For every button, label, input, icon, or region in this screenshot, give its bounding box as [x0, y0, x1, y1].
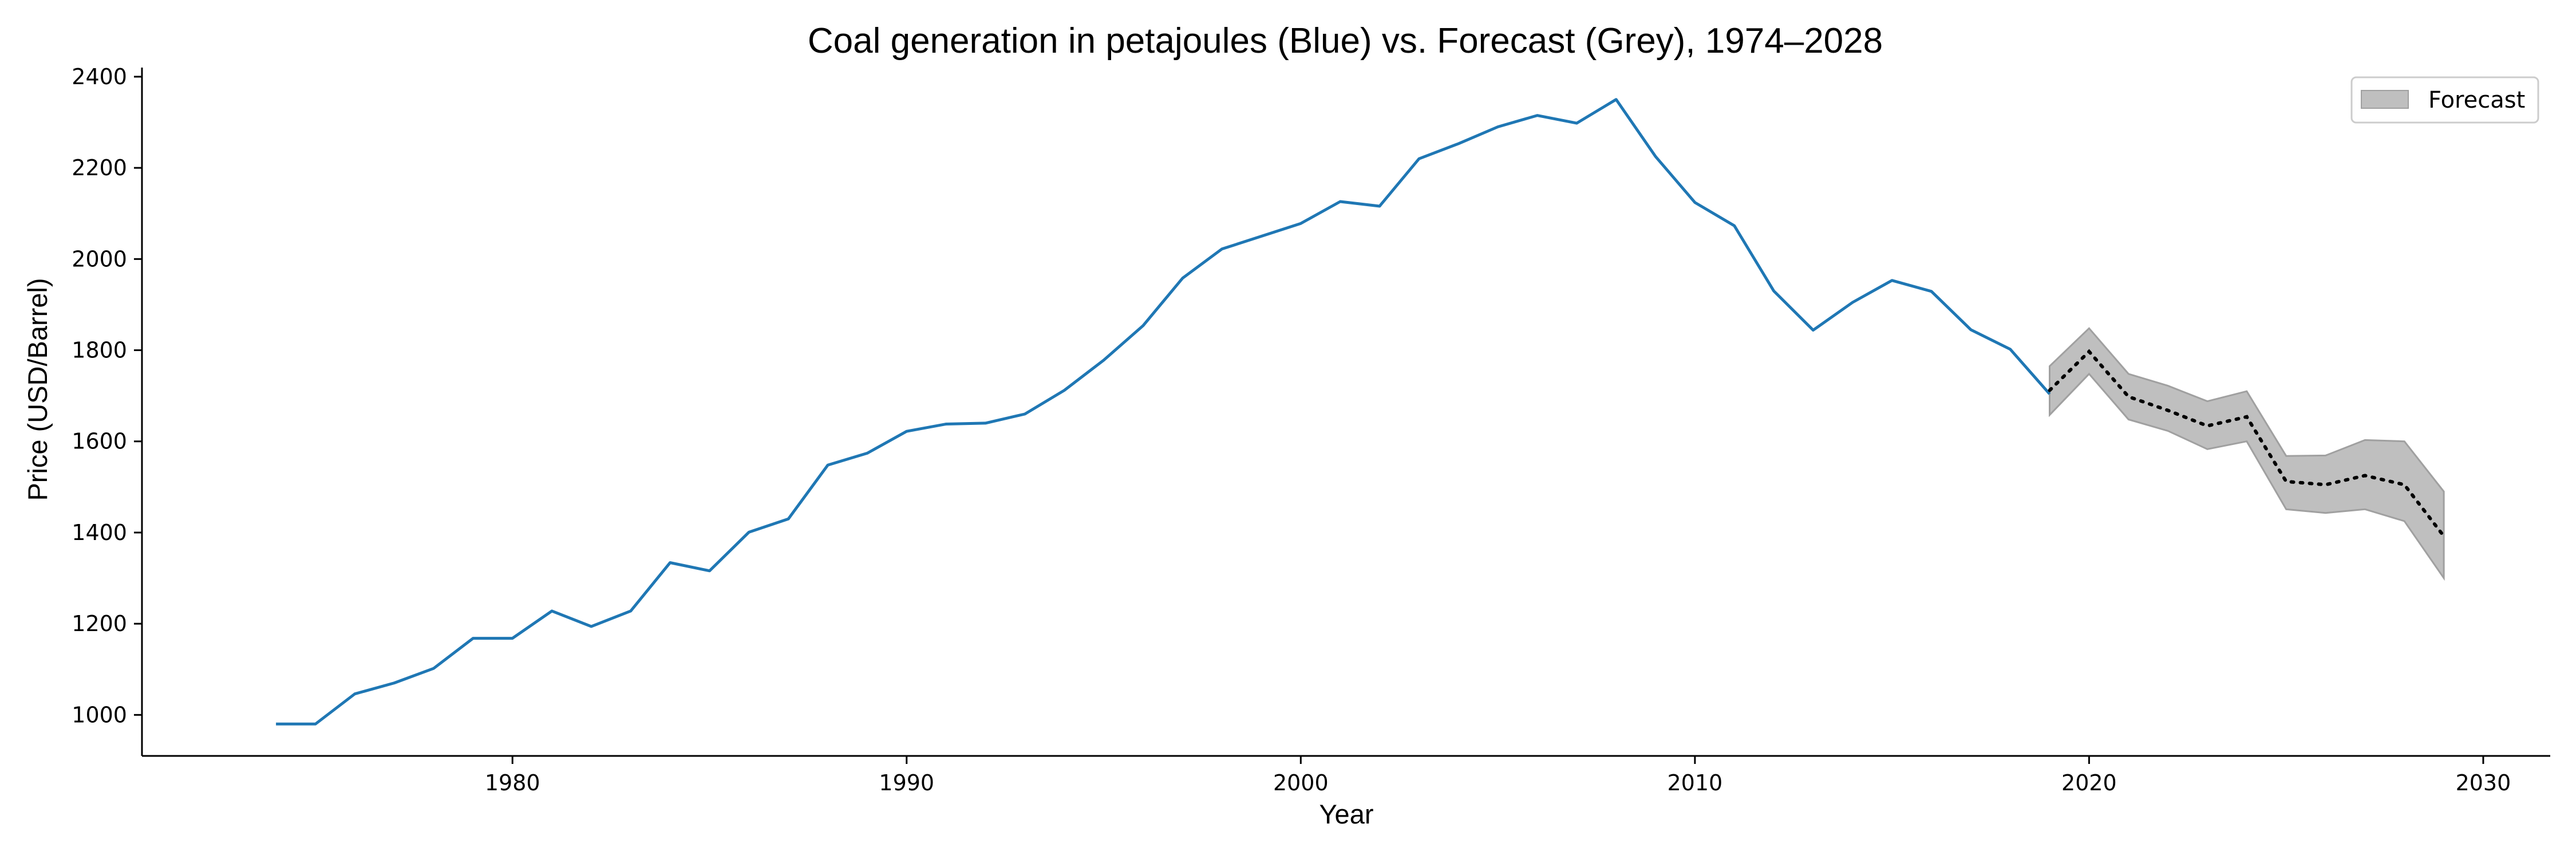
- x-axis-label: Year: [1319, 799, 1374, 829]
- legend-label-forecast: Forecast: [2428, 87, 2525, 113]
- y-tick-label: 1000: [72, 702, 127, 727]
- legend: Forecast: [2350, 76, 2539, 124]
- forecast-series-line: [2048, 349, 2446, 538]
- history-series-line: [276, 98, 2051, 726]
- x-tick-label: 2010: [1668, 770, 1723, 795]
- legend-swatch-forecast: [2361, 90, 2409, 109]
- x-tick-label: 1980: [485, 770, 540, 795]
- chart-title: Coal generation in petajoules (Blue) vs.…: [808, 21, 1883, 61]
- y-tick-label: 1400: [72, 520, 127, 545]
- legend-frame: [2350, 76, 2539, 124]
- plot-area: [276, 98, 2446, 726]
- x-tick-label: 2030: [2456, 770, 2511, 795]
- y-tick-label: 2000: [72, 246, 127, 271]
- y-tick-label: 2200: [72, 155, 127, 180]
- y-tick-label: 1800: [72, 338, 127, 363]
- axes: 1980 1990 2000 2010 2020 2030 1000 1200 1400 160…: [72, 64, 2550, 795]
- y-axis-label: Price (USD/Barrel): [22, 278, 53, 501]
- x-tick-label: 2020: [2061, 770, 2117, 795]
- x-tick-label: 1990: [879, 770, 934, 795]
- y-tick-label: 1600: [72, 429, 127, 454]
- x-tick-label: 2000: [1273, 770, 1329, 795]
- y-tick-label: 1200: [72, 611, 127, 636]
- y-axis-ticks: 1000 1200 1400 1600 1800 2000 2200 2400: [72, 64, 142, 727]
- forecast-confidence-band: [2049, 327, 2445, 581]
- x-axis-ticks: 1980 1990 2000 2010 2020 2030: [485, 756, 2511, 795]
- y-tick-label: 2400: [72, 64, 127, 89]
